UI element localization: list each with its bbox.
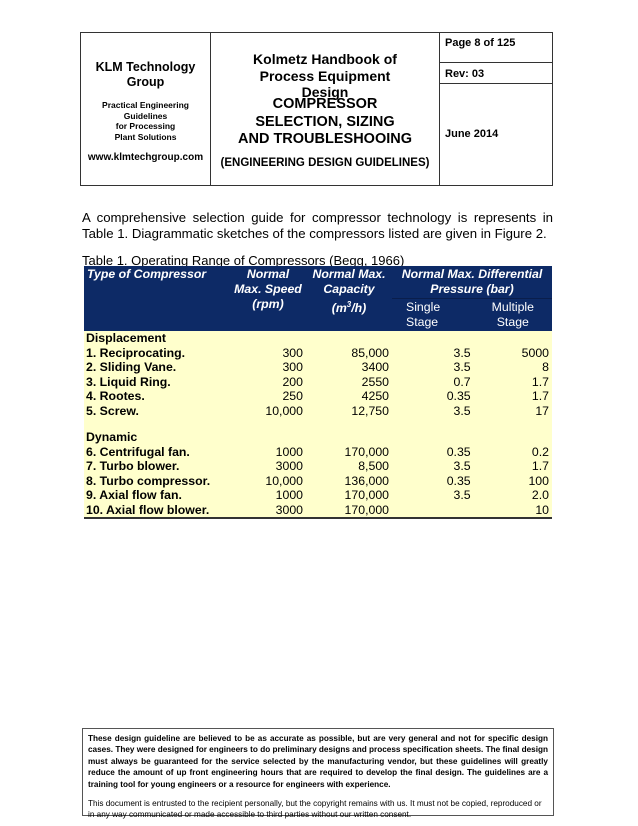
single-stage-pressure: 0.35 <box>446 389 471 403</box>
single-stage-pressure: 0.35 <box>446 473 471 488</box>
max-capacity: 4250 <box>361 389 389 403</box>
header-type: Type of Compressor <box>87 267 207 281</box>
header-speed: Normal Max. Speed (rpm) <box>234 267 302 311</box>
max-speed: 10,000 <box>265 473 303 488</box>
document-header: KLM Technology Group Practical Engineeri… <box>80 32 553 186</box>
document-date: June 2014 <box>445 128 499 140</box>
multiple-stage-pressure: 1.7 <box>531 459 549 473</box>
single-stage-pressure: 3.5 <box>453 459 471 473</box>
max-capacity: 8,500 <box>358 459 389 473</box>
table-row: 5. Screw. 10,000 12,750 3.5 17 <box>84 404 552 419</box>
max-capacity: 170,000 <box>344 444 389 459</box>
max-capacity: 3400 <box>361 360 389 374</box>
compressor-name: 4. Rootes. <box>86 389 145 403</box>
compressor-name: 3. Liquid Ring. <box>86 374 171 389</box>
max-speed: 3000 <box>275 502 303 517</box>
compressor-name: 1. Reciprocating. <box>86 345 186 360</box>
multiple-stage-pressure: 1.7 <box>531 389 549 403</box>
max-speed: 1000 <box>275 444 303 459</box>
tagline-line: for Processing <box>115 121 176 131</box>
single-stage-pressure: 0.7 <box>453 374 471 389</box>
max-capacity: 12,750 <box>351 403 389 418</box>
group-name: Displacement <box>86 331 166 345</box>
title-line: SELECTION, SIZING <box>255 113 395 130</box>
table-row: 9. Axial flow fan. 1000 170,000 3.5 2.0 <box>84 488 552 503</box>
single-stage-pressure: 3.5 <box>453 360 471 374</box>
header-multiple-stage: Multiple Stage <box>491 300 534 329</box>
header-pressure: Normal Max. Differential Pressure (bar) <box>392 266 552 299</box>
compressor-name: 2. Sliding Vane. <box>86 360 177 374</box>
table-row: 1. Reciprocating. 300 85,000 3.5 5000 <box>84 346 552 361</box>
company-name: KLM Technology Group <box>95 60 196 89</box>
max-speed: 250 <box>282 389 303 403</box>
table-row: 7. Turbo blower. 3000 8,500 3.5 1.7 <box>84 459 552 474</box>
multiple-stage-pressure: 17 <box>535 403 549 418</box>
single-stage-pressure: 3.5 <box>453 403 471 418</box>
single-stage-pressure: 0.35 <box>446 444 471 459</box>
company-tagline: Practical Engineering Guidelines for Pro… <box>81 100 210 142</box>
multiple-stage-pressure: 0.2 <box>531 444 549 459</box>
max-speed: 10,000 <box>265 403 303 418</box>
max-capacity: 170,000 <box>344 502 389 517</box>
tagline-line: Practical Engineering <box>102 100 189 110</box>
max-speed: 200 <box>282 374 303 389</box>
table-row: 4. Rootes. 250 4250 0.35 1.7 <box>84 389 552 404</box>
compressor-name: 9. Axial flow fan. <box>86 488 182 502</box>
max-speed: 300 <box>282 360 303 374</box>
compressor-name: 8. Turbo compressor. <box>86 473 211 488</box>
title-line: COMPRESSOR <box>272 96 378 112</box>
table-row: 10. Axial flow blower. 3000 170,000 10 <box>84 503 552 519</box>
disclaimer-text: These design guideline are believed to b… <box>88 734 548 789</box>
revision: Rev: 03 <box>445 68 485 80</box>
header-capacity: Normal Max. Capacity (m3/h) <box>312 267 386 316</box>
meta-column: Page 8 of 125 Rev: 03 June 2014 <box>440 33 552 185</box>
header-single-stage: Single Stage <box>406 300 441 329</box>
compressor-name: 5. Screw. <box>86 403 139 418</box>
company-column: KLM Technology Group Practical Engineeri… <box>81 33 211 185</box>
multiple-stage-pressure: 2.0 <box>531 488 549 502</box>
body-paragraph: A comprehensive selection guide for comp… <box>82 210 553 241</box>
table-row: 3. Liquid Ring. 200 2550 0.7 1.7 <box>84 375 552 390</box>
max-capacity: 170,000 <box>344 488 389 502</box>
group-header: Displacement <box>84 331 552 346</box>
multiple-stage-pressure: 10 <box>535 502 549 517</box>
page-number: Page 8 of 125 <box>445 37 516 49</box>
disclaimer-box: These design guideline are believed to b… <box>82 728 554 819</box>
multiple-stage-pressure: 5000 <box>521 345 549 360</box>
title-column: Kolmetz Handbook of Process Equipment De… <box>211 33 440 185</box>
title-line: AND TROUBLESHOOING <box>238 131 412 147</box>
copyright-text: This document is entrusted to the recipi… <box>88 799 542 820</box>
document-subtitle: (ENGINEERING DESIGN GUIDELINES) <box>220 157 430 169</box>
multiple-stage-pressure: 100 <box>528 473 549 488</box>
max-capacity: 136,000 <box>344 473 389 488</box>
max-speed: 300 <box>282 345 303 360</box>
tagline-line: Plant Solutions <box>114 131 177 142</box>
multiple-stage-pressure: 1.7 <box>531 374 549 389</box>
multiple-stage-pressure: 8 <box>542 360 549 374</box>
compressor-name: 6. Centrifugal fan. <box>86 444 190 459</box>
max-capacity: 2550 <box>361 374 389 389</box>
compressor-name: 10. Axial flow blower. <box>86 502 210 517</box>
group-header: Dynamic <box>84 430 552 445</box>
single-stage-pressure: 3.5 <box>453 488 471 502</box>
table-caption: Table 1. Operating Range of Compressors … <box>82 253 405 268</box>
single-stage-pressure: 3.5 <box>453 345 471 360</box>
table-row: 6. Centrifugal fan. 1000 170,000 0.35 0.2 <box>84 445 552 460</box>
compressor-name: 7. Turbo blower. <box>86 459 180 473</box>
group-name: Dynamic <box>86 430 138 444</box>
compressor-table: Type of Compressor Normal Max. Speed (rp… <box>84 266 552 519</box>
max-capacity: 85,000 <box>351 345 389 360</box>
table-row: 8. Turbo compressor. 10,000 136,000 0.35 100 <box>84 474 552 489</box>
handbook-title: Kolmetz Handbook of Process Equipment De… <box>253 51 397 100</box>
single-stage-pressure <box>392 503 474 519</box>
max-speed: 1000 <box>275 488 303 502</box>
tagline-line: Guidelines <box>123 110 168 121</box>
max-speed: 3000 <box>275 459 303 473</box>
company-website: www.klmtechgroup.com <box>87 152 204 163</box>
document-title: COMPRESSOR SELECTION, SIZING AND TROUBLE… <box>211 96 439 149</box>
table-row: 2. Sliding Vane. 300 3400 3.5 8 <box>84 360 552 375</box>
